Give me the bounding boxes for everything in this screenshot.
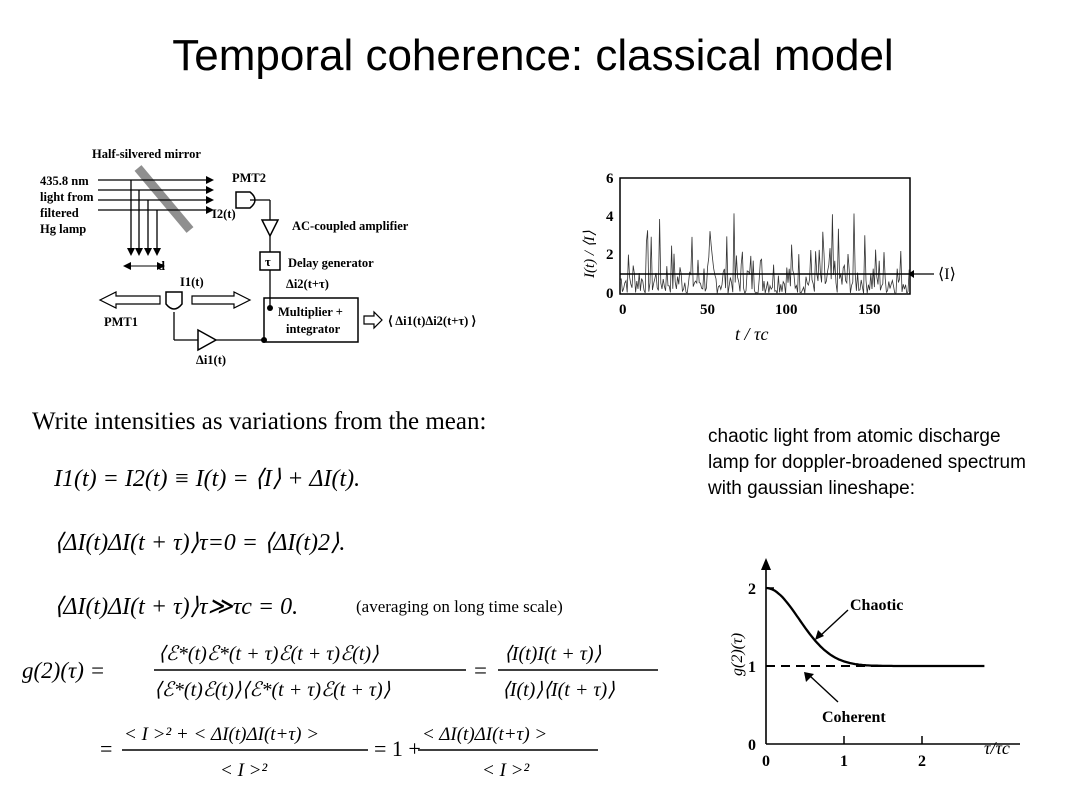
ytick-4: 4 — [606, 209, 614, 225]
eq5-num1: < I >² + < ΔI(t)ΔI(t+τ) > — [124, 724, 319, 745]
equation-2: ⟨ΔI(t)ΔI(t + τ)⟩τ=0 = ⟨ΔI(t)2⟩. — [54, 530, 346, 556]
pmt2-detector — [235, 191, 256, 209]
g2-definition-equation: g(2)(τ) = ⟨ℰ*(t)ℰ*(t + τ)ℰ(t + τ)ℰ(t)⟩ ⟨… — [22, 643, 658, 701]
intensity-plot-xlabel: t / τc — [735, 324, 768, 344]
eq4-lhs: g(2)(τ) = — [22, 658, 105, 683]
xtick-100: 100 — [775, 302, 798, 318]
multiplier-label-2: integrator — [286, 322, 341, 336]
eq4-num1: ⟨ℰ*(t)ℰ*(t + τ)ℰ(t + τ)ℰ(t)⟩ — [158, 643, 379, 665]
coherent-label: Coherent — [822, 709, 886, 726]
xtick-150: 150 — [858, 302, 881, 318]
equation-3: ⟨ΔI(t)ΔI(t + τ)⟩τ≫τc = 0. — [54, 594, 299, 620]
chaotic-light-description: chaotic light from atomic discharge lamp… — [708, 426, 1026, 499]
intensity-trace — [619, 213, 910, 295]
source-line-3: filtered — [40, 206, 79, 220]
eq4-num2: ⟨I(t)I(t + τ)⟩ — [504, 643, 602, 665]
i1-label: I1(t) — [180, 275, 204, 289]
ytick-6: 6 — [606, 171, 614, 187]
pmt1-label: PMT1 — [104, 315, 138, 329]
intensity-fluctuation-plot: ⟨I⟩ 0 2 4 6 0 50 100 150 t / τc I(t) / ⟨… — [582, 171, 956, 344]
left-translation-arrow — [98, 291, 161, 309]
eq5-equals: = — [100, 736, 112, 761]
g2-xlabel: τ/τc — [984, 738, 1010, 758]
ytick-2: 2 — [606, 247, 614, 263]
amplifier-label: AC-coupled amplifier — [292, 219, 409, 233]
ytick-0: 0 — [606, 286, 614, 302]
right-translation-arrow — [191, 291, 252, 309]
g2-xtick-0: 0 — [762, 753, 770, 770]
output-label: ⟨ Δi1(t)Δi2(t+τ) ⟩ — [388, 314, 476, 328]
slide-title: Temporal coherence: classical model — [172, 31, 894, 80]
intensity-trace-line — [619, 213, 910, 295]
g2-ytick-0: 0 — [748, 737, 756, 754]
g2-correlation-plot: Chaotic Coherent 2 1 0 0 1 2 τ/τc g(2)(τ… — [729, 558, 1020, 770]
eq4-equals: = — [474, 658, 487, 683]
xtick-50: 50 — [700, 302, 715, 318]
hbt-setup-diagram: Half-silvered mirror 435.8 nm light from… — [40, 147, 476, 367]
d-label: d — [158, 259, 165, 273]
source-line-4: Hg lamp — [40, 222, 86, 236]
g2-expansion-equation: = < I >² + < ΔI(t)ΔI(t+τ) > < I >² = 1 +… — [100, 724, 598, 781]
equation-1: I1(t) = I2(t) ≡ I(t) = ⟨I⟩ + ΔI(t). — [54, 466, 361, 492]
xtick-0: 0 — [619, 302, 627, 318]
eq5-mid: = 1 + — [374, 736, 421, 761]
multiplier-box — [263, 297, 359, 343]
tau-label: τ — [265, 255, 271, 269]
eq5-num2: < ΔI(t)ΔI(t+τ) > — [422, 724, 547, 745]
source-line-2: light from — [40, 190, 94, 204]
eq4-den1: ⟨ℰ*(t)ℰ(t)⟩⟨ℰ*(t + τ)ℰ(t + τ)⟩ — [154, 679, 391, 701]
pmt1-detector — [165, 291, 183, 310]
g2-ylabel: g(2)(τ) — [729, 633, 746, 676]
input-beams — [98, 179, 206, 211]
pmt2-label: PMT2 — [232, 171, 266, 185]
intensity-plot-ylabel: I(t) / ⟨I⟩ — [582, 230, 598, 279]
di2-label: Δi2(t+τ) — [286, 277, 329, 291]
g2-ytick-2: 2 — [748, 581, 756, 598]
g2-ytick-1: 1 — [748, 659, 756, 676]
mirror-label: Half-silvered mirror — [92, 147, 201, 161]
g2-xtick-2: 2 — [918, 753, 926, 770]
di1-label: Δi1(t) — [196, 353, 226, 367]
chaotic-label: Chaotic — [850, 597, 903, 614]
eq5-den2: < I >² — [482, 760, 529, 781]
pmt1-amplifier — [197, 328, 218, 352]
eq5-den1: < I >² — [220, 760, 267, 781]
source-line-1: 435.8 nm — [40, 174, 89, 188]
amplifier-symbol — [260, 219, 280, 238]
averaging-note: (averaging on long time scale) — [356, 597, 563, 616]
half-silvered-mirror — [134, 165, 194, 233]
write-intensities-line: Write intensities as variations from the… — [32, 408, 487, 435]
output-arrow — [363, 310, 383, 330]
intensity-plot-frame — [619, 177, 911, 295]
eq4-den2: ⟨I(t)⟩⟨I(t + τ)⟩ — [502, 679, 615, 701]
delay-label: Delay generator — [288, 256, 374, 270]
beam-arrowheads — [206, 176, 214, 214]
multiplier-label-1: Multiplier + — [278, 305, 343, 319]
i2-label: I2(t) — [212, 207, 236, 221]
g2-xtick-1: 1 — [840, 753, 848, 770]
mean-intensity-label: ⟨I⟩ — [938, 266, 956, 283]
